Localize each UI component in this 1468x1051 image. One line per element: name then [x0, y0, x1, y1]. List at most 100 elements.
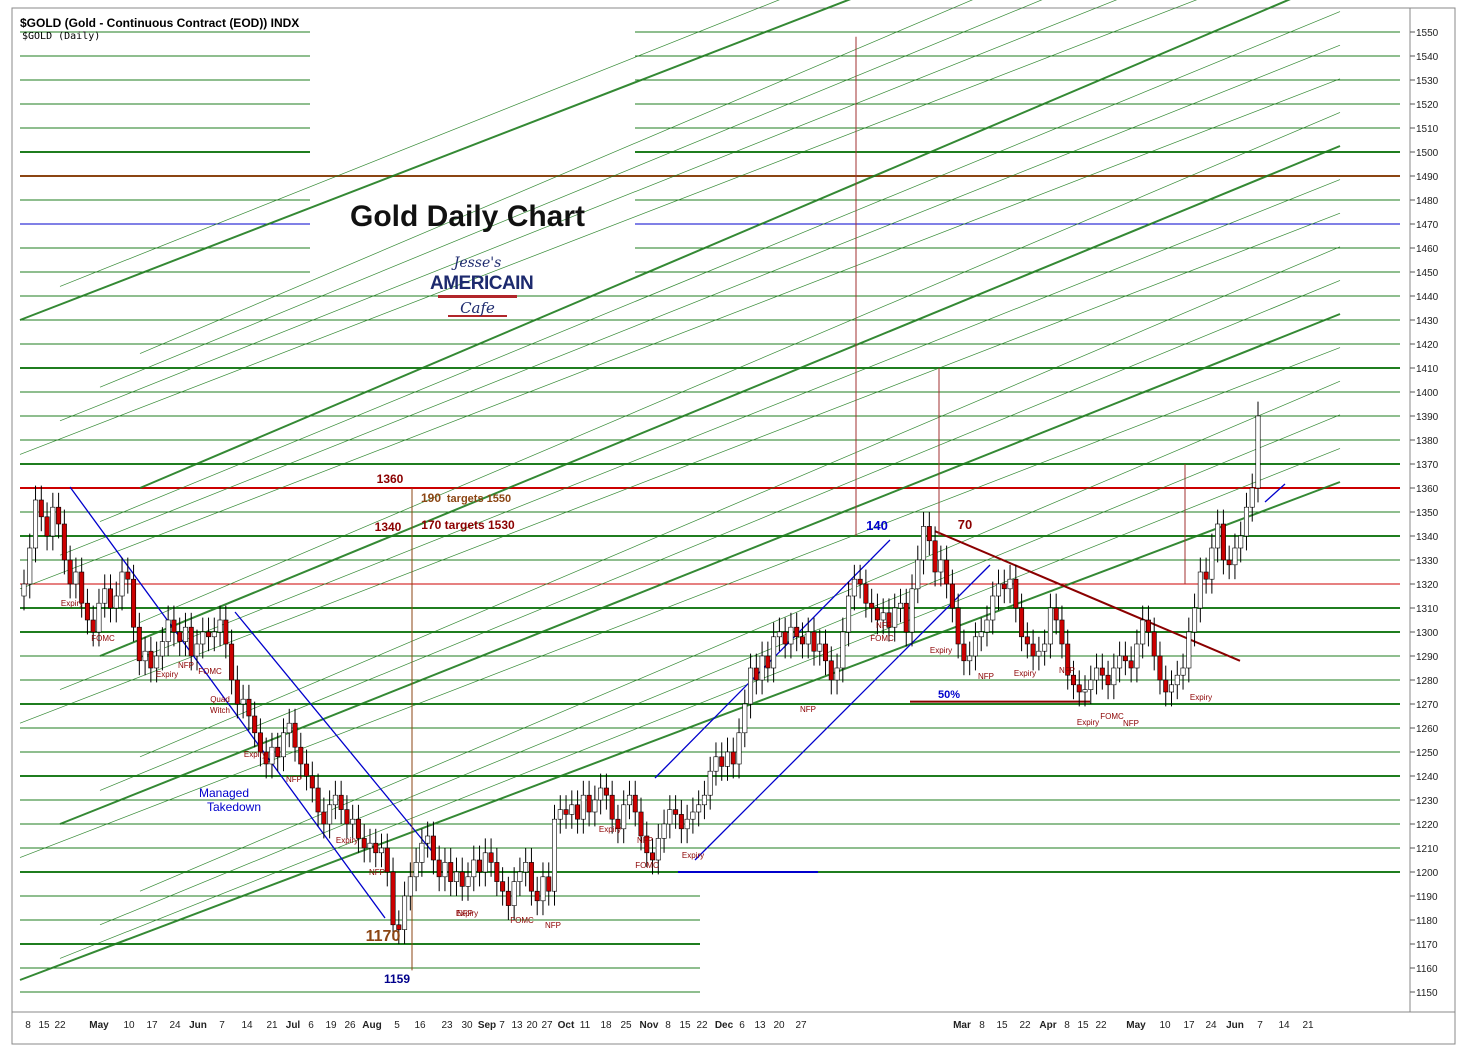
chart-annotation: 190 [421, 491, 441, 505]
candle-body [466, 877, 470, 887]
y-tick-label: 1540 [1416, 52, 1439, 63]
candle-body [299, 747, 303, 764]
candle-body [483, 853, 487, 872]
candle-body [1198, 572, 1202, 608]
chart-annotation: Expiry [682, 851, 704, 860]
y-tick-label: 1360 [1416, 484, 1439, 495]
x-tick-label: 24 [1205, 1020, 1217, 1031]
x-tick-label: 10 [1159, 1020, 1171, 1031]
candle-body [1077, 685, 1081, 692]
candle-body [489, 853, 493, 863]
candle-body [51, 507, 55, 536]
candle-body [1025, 637, 1029, 644]
chart-annotation: Takedown [207, 800, 261, 814]
candle-body [281, 733, 285, 757]
candle-body [1244, 507, 1248, 536]
y-tick-label: 1470 [1416, 220, 1439, 231]
candle-body [541, 877, 545, 901]
candle-body [933, 541, 937, 572]
candle-body [74, 572, 78, 584]
chart-annotation: FOMC [635, 861, 659, 870]
chart-annotation: Quad [210, 695, 230, 704]
candle-body [812, 632, 816, 651]
candle-body [212, 632, 216, 637]
x-tick-label: 15 [679, 1020, 691, 1031]
chart-annotation: Expiry [1077, 718, 1099, 727]
candle-body [737, 733, 741, 764]
candle-body [1123, 656, 1127, 661]
x-tick-label: 26 [344, 1020, 356, 1031]
x-tick-label: 22 [1095, 1020, 1107, 1031]
candle-body [846, 596, 850, 632]
candle-body [1169, 685, 1173, 692]
candle-body [1175, 675, 1179, 685]
candle-body [414, 862, 418, 876]
x-tick-label: 24 [169, 1020, 181, 1031]
candle-body [1054, 608, 1058, 620]
candle-body [408, 877, 412, 896]
candle-body [575, 805, 579, 819]
candle-body [154, 656, 158, 668]
candle-body [985, 620, 989, 632]
x-tick-label: 18 [600, 1020, 612, 1031]
candle-body [754, 668, 758, 680]
candle-body [939, 560, 943, 572]
diagonal-trend-line [60, 45, 1340, 555]
candle-body [823, 644, 827, 661]
y-tick-label: 1480 [1416, 196, 1439, 207]
candle-body [668, 810, 672, 824]
y-tick-label: 1160 [1416, 964, 1438, 975]
candle-body [1181, 668, 1185, 675]
candle-body [1002, 584, 1006, 589]
x-tick-label: 8 [25, 1020, 31, 1031]
candle-body [1256, 416, 1260, 488]
y-tick-label: 1370 [1416, 460, 1439, 471]
candle-body [800, 637, 804, 644]
candle-body [869, 603, 873, 608]
x-tick-label: 22 [696, 1020, 708, 1031]
candle-body [714, 757, 718, 771]
candle-body [627, 795, 631, 805]
logo-stripe [438, 295, 517, 298]
candle-body [1135, 644, 1139, 668]
y-tick-label: 1340 [1416, 532, 1439, 543]
chart-annotation: FOMC [870, 634, 894, 643]
x-tick-label: 19 [325, 1020, 337, 1031]
candle-body [495, 862, 499, 881]
candle-body [1204, 572, 1208, 579]
x-tick-label: Apr [1039, 1020, 1056, 1031]
candle-body [967, 656, 971, 661]
candle-body [702, 795, 706, 805]
chart-annotation: 170 targets 1530 [421, 518, 515, 532]
chart-annotation: FOMC [510, 916, 534, 925]
candle-body [916, 560, 920, 589]
candle-body [593, 800, 597, 812]
candle-body [420, 843, 424, 862]
x-tick-label: 21 [266, 1020, 278, 1031]
chart-annotation: 1340 [375, 520, 402, 534]
candle-body [131, 579, 135, 627]
candle-body [858, 579, 862, 584]
y-tick-label: 1330 [1416, 556, 1439, 567]
candle-body [1129, 661, 1133, 668]
candle-body [252, 716, 256, 733]
candle-body [443, 862, 447, 876]
candle-body [120, 572, 124, 596]
diagonal-trend-line [100, 12, 1340, 522]
candle-body [189, 627, 193, 656]
candle-body [33, 500, 37, 548]
blue-channel-line [1265, 484, 1285, 502]
x-tick-label: 15 [996, 1020, 1008, 1031]
y-tick-label: 1250 [1416, 748, 1439, 759]
candle-body [639, 812, 643, 836]
candle-body [1117, 656, 1121, 668]
x-tick-label: Nov [640, 1020, 659, 1031]
candle-body [991, 596, 995, 620]
candle-body [374, 843, 378, 853]
x-tick-label: 14 [241, 1020, 253, 1031]
x-tick-label: Oct [558, 1020, 575, 1031]
candle-body [806, 632, 810, 644]
candle-body [402, 896, 406, 930]
candle-body [1210, 548, 1214, 579]
